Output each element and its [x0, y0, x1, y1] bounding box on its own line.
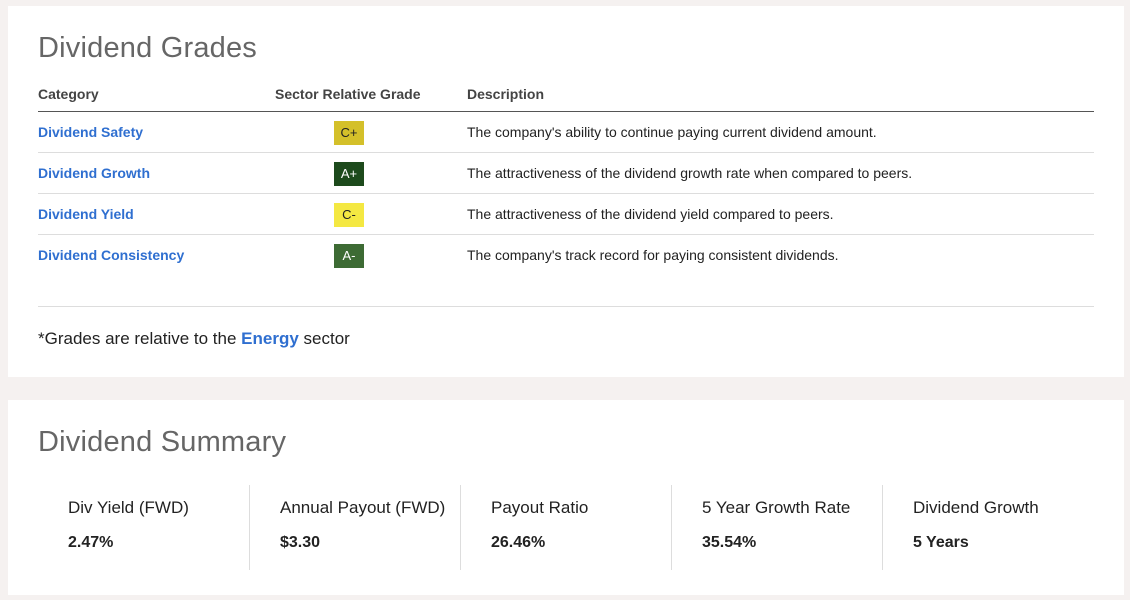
grade-description: The company's ability to continue paying… [467, 124, 877, 140]
table-row: Dividend Growth A+ The attractiveness of… [38, 153, 1094, 194]
dividend-grades-card: Dividend Grades Category Sector Relative… [8, 6, 1124, 377]
header-grade: Sector Relative Grade [275, 86, 421, 102]
table-row: Dividend Yield C- The attractiveness of … [38, 194, 1094, 235]
sector-footnote: *Grades are relative to the Energy secto… [38, 329, 350, 349]
category-link-dividend-safety[interactable]: Dividend Safety [38, 124, 144, 140]
divider [38, 306, 1094, 307]
grade-badge: C- [334, 203, 364, 227]
metric-payout-ratio: Payout Ratio 26.46% [460, 485, 671, 570]
grade-badge: A+ [334, 162, 364, 186]
category-link-dividend-yield[interactable]: Dividend Yield [38, 206, 134, 222]
metric-annual-payout: Annual Payout (FWD) $3.30 [249, 485, 460, 570]
metric-label: Payout Ratio [491, 498, 589, 517]
header-category: Category [38, 86, 99, 102]
metric-label: Div Yield (FWD) [68, 498, 189, 517]
metric-label: Dividend Growth [913, 498, 1039, 517]
dividend-summary-title: Dividend Summary [38, 426, 287, 458]
grades-table-header: Category Sector Relative Grade Descripti… [38, 80, 1094, 112]
metric-value: 35.54% [702, 534, 757, 551]
dividend-summary-card: Dividend Summary Div Yield (FWD) 2.47% A… [8, 400, 1124, 595]
dividend-grades-title: Dividend Grades [38, 32, 257, 64]
category-link-dividend-growth[interactable]: Dividend Growth [38, 165, 150, 181]
table-row: Dividend Consistency A- The company's tr… [38, 235, 1094, 275]
grade-badge: C+ [334, 121, 364, 145]
grade-description: The company's track record for paying co… [467, 247, 839, 263]
table-row: Dividend Safety C+ The company's ability… [38, 112, 1094, 153]
metric-value: $3.30 [280, 534, 321, 551]
metric-label: Annual Payout (FWD) [280, 498, 446, 517]
metric-value: 5 Years [913, 534, 969, 551]
footnote-prefix: *Grades are relative to the [38, 329, 242, 348]
metric-5yr-growth-rate: 5 Year Growth Rate 35.54% [671, 485, 882, 570]
grade-description: The attractiveness of the dividend growt… [467, 165, 913, 181]
header-description: Description [467, 86, 545, 102]
metric-div-yield: Div Yield (FWD) 2.47% [38, 485, 249, 570]
sector-link-energy[interactable]: Energy [241, 329, 299, 348]
grades-table: Category Sector Relative Grade Descripti… [38, 80, 1094, 275]
footnote-suffix: sector [298, 329, 350, 348]
metric-dividend-growth: Dividend Growth 5 Years [882, 485, 1093, 570]
grade-badge: A- [334, 244, 364, 268]
category-link-dividend-consistency[interactable]: Dividend Consistency [38, 247, 185, 263]
metric-label: 5 Year Growth Rate [702, 498, 851, 517]
summary-metrics: Div Yield (FWD) 2.47% Annual Payout (FWD… [38, 485, 1094, 570]
grade-description: The attractiveness of the dividend yield… [467, 206, 834, 222]
metric-value: 2.47% [68, 534, 114, 551]
metric-value: 26.46% [491, 534, 546, 551]
